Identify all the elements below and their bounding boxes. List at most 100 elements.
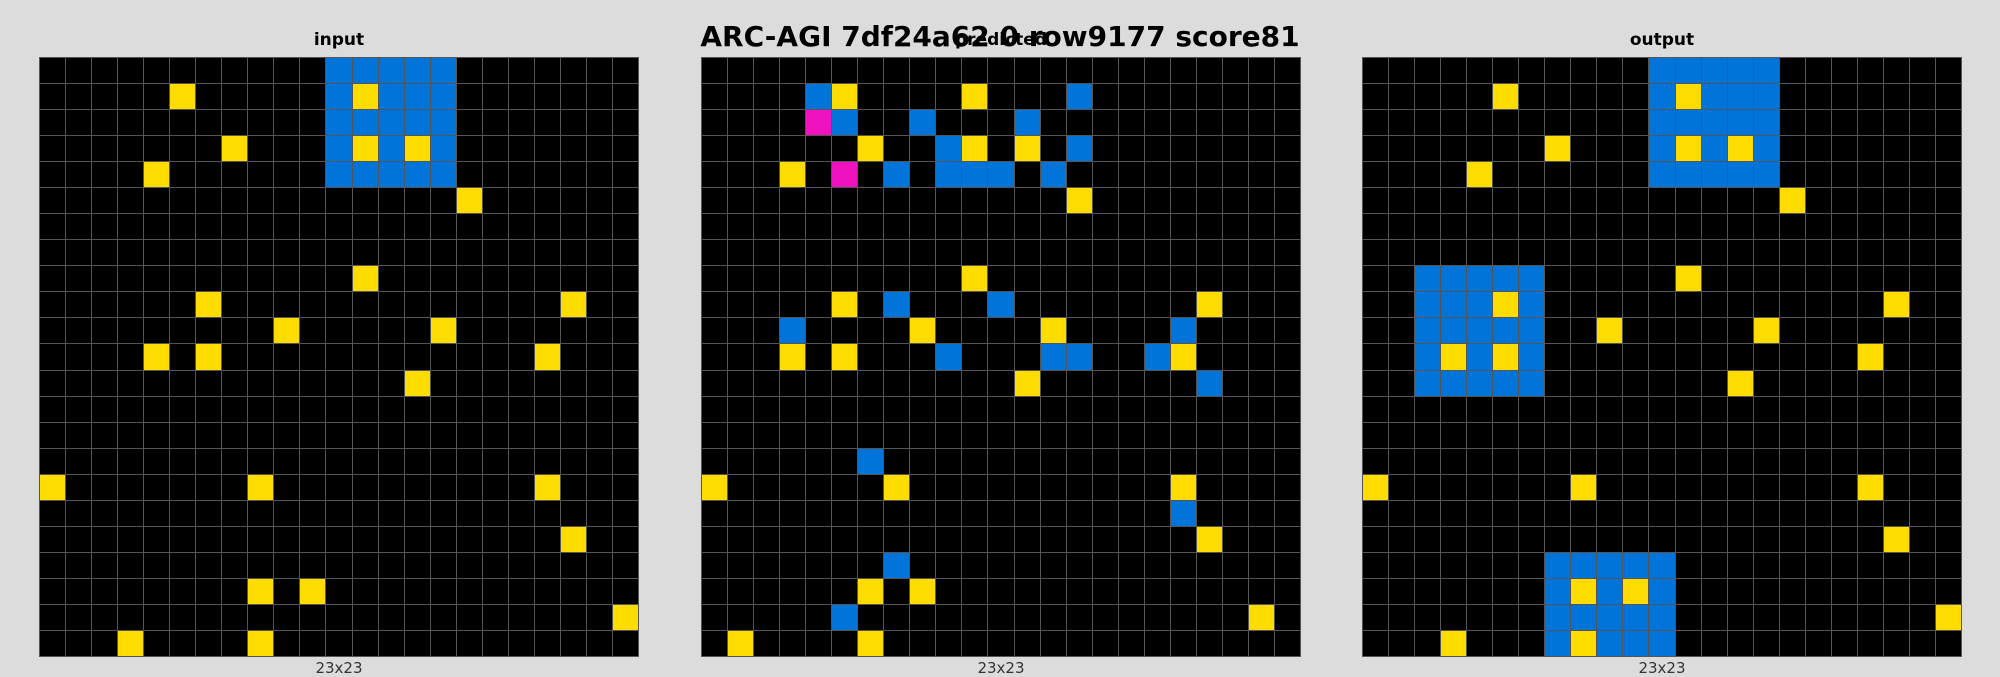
- grid-cell: [1779, 58, 1805, 84]
- grid-cell: [1779, 552, 1805, 578]
- grid-cell: [534, 58, 560, 84]
- grid-cell: [586, 110, 612, 136]
- grid-cell: [1389, 214, 1415, 240]
- grid-cell: [1727, 188, 1753, 214]
- grid-cell: [1701, 370, 1727, 396]
- grid-cell: [560, 370, 586, 396]
- grid-cell: [1274, 552, 1300, 578]
- grid-cell: [1805, 370, 1831, 396]
- grid-cell: [936, 110, 962, 136]
- grid-cell: [728, 110, 754, 136]
- grid-cell: [1066, 318, 1092, 344]
- grid-cell: [1222, 578, 1248, 604]
- grid-cell: [1649, 162, 1675, 188]
- grid-cell: [1014, 214, 1040, 240]
- grid-cell: [66, 500, 92, 526]
- grid-cell: [1441, 578, 1467, 604]
- predicted-panel: predicted 23x23: [701, 0, 1301, 677]
- grid-cell: [1519, 578, 1545, 604]
- grid-cell: [144, 292, 170, 318]
- grid-cell: [196, 292, 222, 318]
- grid-cell: [612, 214, 638, 240]
- grid-cell: [988, 396, 1014, 422]
- grid-cell: [1092, 214, 1118, 240]
- grid-cell: [858, 136, 884, 162]
- grid-cell: [612, 344, 638, 370]
- grid-cell: [300, 344, 326, 370]
- grid-cell: [1441, 84, 1467, 110]
- grid-cell: [1274, 292, 1300, 318]
- grid-cell: [404, 110, 430, 136]
- grid-cell: [1727, 630, 1753, 656]
- grid-cell: [40, 500, 66, 526]
- grid-cell: [832, 292, 858, 318]
- grid-cell: [1545, 604, 1571, 630]
- grid-cell: [1519, 240, 1545, 266]
- grid-cell: [66, 526, 92, 552]
- grid-cell: [702, 474, 728, 500]
- grid-cell: [1571, 110, 1597, 136]
- grid-cell: [430, 396, 456, 422]
- grid-cell: [508, 318, 534, 344]
- grid-cell: [612, 240, 638, 266]
- grid-cell: [222, 58, 248, 84]
- grid-cell: [1883, 188, 1909, 214]
- grid-cell: [728, 526, 754, 552]
- grid-cell: [248, 84, 274, 110]
- grid-cell: [1545, 292, 1571, 318]
- grid-cell: [378, 136, 404, 162]
- grid-cell: [1196, 370, 1222, 396]
- grid-cell: [586, 162, 612, 188]
- grid-cell: [1014, 292, 1040, 318]
- grid-cell: [118, 396, 144, 422]
- grid-cell: [1857, 422, 1883, 448]
- grid-cell: [222, 500, 248, 526]
- grid-cell: [170, 110, 196, 136]
- grid-cell: [170, 396, 196, 422]
- grid-cell: [1389, 240, 1415, 266]
- grid-cell: [988, 448, 1014, 474]
- grid-cell: [936, 474, 962, 500]
- grid-cell: [144, 266, 170, 292]
- grid-cell: [1753, 578, 1779, 604]
- grid-cell: [702, 318, 728, 344]
- grid-cell: [1675, 240, 1701, 266]
- grid-cell: [1701, 396, 1727, 422]
- grid-cell: [326, 110, 352, 136]
- grid-cell: [1170, 630, 1196, 656]
- grid-cell: [754, 266, 780, 292]
- grid-cell: [274, 266, 300, 292]
- grid-cell: [728, 630, 754, 656]
- grid-cell: [40, 318, 66, 344]
- grid-cell: [612, 474, 638, 500]
- grid-cell: [1727, 240, 1753, 266]
- grid-cell: [1857, 578, 1883, 604]
- grid-cell: [702, 526, 728, 552]
- grid-cell: [1779, 500, 1805, 526]
- grid-cell: [586, 188, 612, 214]
- grid-cell: [1753, 604, 1779, 630]
- grid-cell: [858, 266, 884, 292]
- grid-cell: [910, 396, 936, 422]
- grid-cell: [1519, 162, 1545, 188]
- grid-cell: [1222, 344, 1248, 370]
- grid-cell: [1040, 552, 1066, 578]
- grid-cell: [352, 214, 378, 240]
- grid-cell: [1248, 422, 1274, 448]
- grid-cell: [728, 162, 754, 188]
- grid-cell: [1493, 110, 1519, 136]
- grid-cell: [1545, 136, 1571, 162]
- grid-cell: [884, 604, 910, 630]
- grid-cell: [612, 370, 638, 396]
- grid-cell: [1389, 422, 1415, 448]
- grid-cell: [1727, 318, 1753, 344]
- grid-cell: [962, 214, 988, 240]
- grid-cell: [962, 396, 988, 422]
- grid-cell: [326, 318, 352, 344]
- grid-cell: [170, 422, 196, 448]
- grid-cell: [1092, 552, 1118, 578]
- grid-cell: [482, 84, 508, 110]
- grid-cell: [66, 240, 92, 266]
- grid-cell: [92, 604, 118, 630]
- grid-cell: [962, 292, 988, 318]
